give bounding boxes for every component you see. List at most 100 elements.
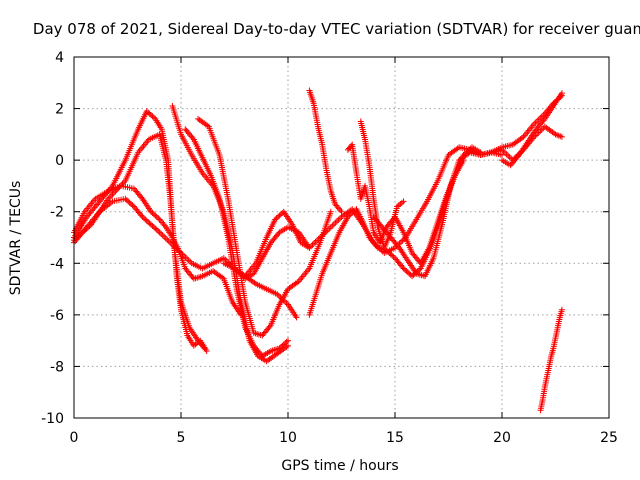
data-point xyxy=(273,215,280,222)
data-point xyxy=(148,112,155,119)
series-track-6 xyxy=(195,115,334,339)
data-point xyxy=(140,215,147,222)
data-point xyxy=(153,226,160,233)
data-point xyxy=(346,212,353,219)
data-point xyxy=(282,340,289,347)
data-point xyxy=(143,217,150,224)
data-point xyxy=(126,199,133,206)
data-point xyxy=(128,200,135,207)
data-point xyxy=(387,251,394,258)
data-point xyxy=(275,213,282,220)
data-point xyxy=(123,197,130,204)
x-axis-label: GPS time / hours xyxy=(281,458,398,474)
data-point xyxy=(338,208,345,215)
data-point xyxy=(384,248,391,255)
data-point xyxy=(403,268,410,275)
data-point xyxy=(390,253,397,260)
data-point xyxy=(146,220,153,227)
data-point xyxy=(293,314,300,321)
data-point xyxy=(155,215,162,222)
axis-ticks: 0 5 10 15 20 25 -10 -8 -6 -4 -2 0 2 4 xyxy=(41,50,618,446)
data-point xyxy=(139,213,146,220)
y-tick-label: 2 xyxy=(55,102,64,118)
x-tick-label: 0 xyxy=(70,430,79,446)
data-point xyxy=(283,338,290,345)
data-point xyxy=(143,108,150,115)
data-point xyxy=(138,212,145,219)
x-tick-label: 5 xyxy=(177,430,186,446)
data-point xyxy=(558,133,565,140)
data-points xyxy=(71,87,565,414)
series-track-14 xyxy=(370,123,565,280)
series-track-10 xyxy=(306,87,345,215)
data-point xyxy=(404,269,411,276)
data-point xyxy=(145,219,152,226)
data-point xyxy=(395,243,402,250)
data-point xyxy=(129,202,136,209)
data-point xyxy=(277,344,284,351)
data-point xyxy=(189,135,196,142)
data-point xyxy=(386,249,393,256)
data-point xyxy=(272,216,279,223)
data-point xyxy=(275,230,282,237)
plot-frame xyxy=(73,56,610,419)
data-point xyxy=(149,222,156,229)
data-point xyxy=(148,221,155,228)
data-point xyxy=(401,266,408,273)
data-point xyxy=(350,208,357,215)
data-point xyxy=(152,212,159,219)
y-tick-label: -2 xyxy=(50,205,64,221)
data-point xyxy=(201,345,208,352)
data-point xyxy=(150,114,157,121)
data-point xyxy=(399,263,406,270)
x-tick-label: 20 xyxy=(493,430,511,446)
data-point xyxy=(416,266,423,273)
x-tick-label: 10 xyxy=(279,430,297,446)
data-point xyxy=(347,211,354,218)
data-point xyxy=(277,211,284,218)
data-point xyxy=(327,208,334,215)
y-tick-label: -8 xyxy=(50,359,64,375)
chart-title: Day 078 of 2021, Sidereal Day-to-day VTE… xyxy=(33,20,640,38)
y-axis-label: SDTVAR / TECUs xyxy=(8,181,24,296)
data-point xyxy=(152,225,159,232)
series-track-7 xyxy=(71,195,313,282)
data-point xyxy=(276,212,283,219)
data-point xyxy=(400,265,407,272)
data-point xyxy=(148,208,155,215)
data-point xyxy=(499,151,505,158)
data-point xyxy=(558,306,565,313)
data-point xyxy=(266,323,273,330)
data-point xyxy=(349,210,356,217)
data-point xyxy=(389,252,396,259)
data-point xyxy=(145,109,152,116)
data-point xyxy=(279,342,286,349)
data-point xyxy=(125,198,132,205)
y-tick-label: 0 xyxy=(55,153,64,169)
data-point xyxy=(540,117,547,124)
data-point xyxy=(149,113,156,120)
data-point xyxy=(558,90,565,97)
data-point xyxy=(155,228,162,235)
data-point xyxy=(138,194,145,201)
data-point xyxy=(285,337,291,344)
y-tick-label: 4 xyxy=(55,50,64,66)
data-point xyxy=(276,345,283,352)
data-point xyxy=(400,198,407,205)
series-track-17 xyxy=(537,306,565,414)
data-point xyxy=(153,213,160,220)
data-point xyxy=(285,342,291,349)
data-point xyxy=(344,213,351,220)
data-point xyxy=(409,273,416,280)
y-tick-label: -4 xyxy=(50,256,64,272)
x-tick-label: 15 xyxy=(386,430,404,446)
data-point xyxy=(122,195,129,202)
series-track-16 xyxy=(499,90,565,169)
y-tick-label: -10 xyxy=(41,411,64,427)
data-point xyxy=(146,110,153,117)
series-track-5 xyxy=(182,126,291,360)
y-tick-label: -6 xyxy=(50,308,64,324)
data-point xyxy=(150,211,157,218)
x-tick-label: 25 xyxy=(600,430,618,446)
